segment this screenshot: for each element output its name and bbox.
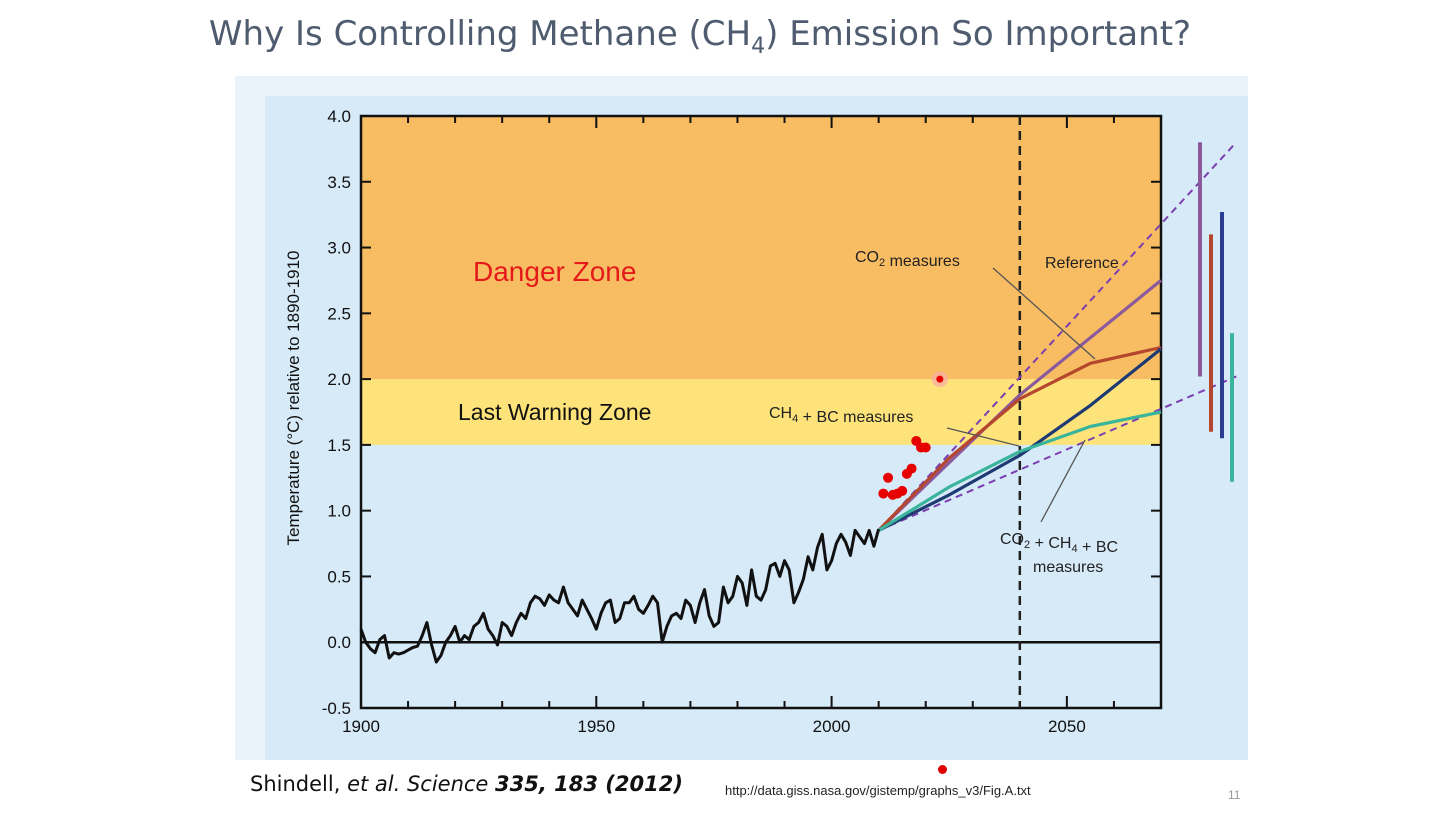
red-dot-marker [938, 765, 947, 774]
x-tick-label: 1900 [342, 717, 380, 736]
citation-journal: et al. Science [340, 772, 496, 796]
title-subscript: 4 [751, 33, 766, 59]
observed-point [883, 472, 894, 483]
danger-zone-label: Danger Zone [473, 256, 636, 287]
slide-number: 11 [1228, 788, 1241, 802]
citation: Shindell, et al. Science 335, 183 (2012) [250, 772, 683, 796]
title-part-2: ) Emission So Important? [765, 14, 1192, 54]
citation-reference: 335, 183 (2012) [495, 772, 683, 796]
annotation-reference: Reference [1045, 255, 1119, 272]
observed-point [897, 485, 908, 496]
cone-lower-dashed [878, 375, 1237, 532]
y-tick-label: 0.0 [327, 633, 351, 652]
y-tick-label: 4.0 [327, 107, 351, 126]
y-axis-label: Temperature (°C) relative to 1890-1910 [284, 250, 303, 545]
leader-ch4-bc [946, 427, 1020, 447]
y-tick-label: 0.5 [327, 567, 351, 586]
warning-zone-label: Last Warning Zone [458, 399, 651, 425]
slide-title: Why Is Controlling Methane (CH4) Emissio… [0, 14, 1400, 59]
title-part-1: Why Is Controlling Methane (CH [208, 14, 752, 54]
y-tick-label: -0.5 [322, 699, 351, 718]
observed-point [936, 375, 944, 383]
zone-danger [361, 116, 1161, 380]
temperature-chart: Danger Zone Last Warning Zone -0.5 0.0 0.5 1.… [265, 96, 1248, 760]
observed-point [906, 463, 917, 474]
y-tick-label: 1.5 [327, 436, 351, 455]
citation-authors: Shindell, [250, 772, 341, 796]
annotation-combined-line1: CO2 + CH4 + BC [1000, 531, 1118, 556]
observed-temperature-line [359, 528, 881, 664]
x-tick-label: 2050 [1048, 717, 1086, 736]
y-tick-label: 1.0 [327, 502, 351, 521]
annotation-co2-measures: CO2 measures [855, 249, 960, 270]
series-combined-measures [877, 410, 1162, 532]
y-tick-label: 3.5 [327, 173, 351, 192]
observed-point [920, 442, 931, 453]
y-tick-label: 2.0 [327, 370, 351, 389]
x-tick-label: 2000 [813, 717, 851, 736]
annotation-ch4-bc-measures: CH4 + BC measures [769, 405, 913, 426]
series-ch4-bc-measures [877, 347, 1162, 532]
y-tick-label: 2.5 [327, 304, 351, 323]
y-tick-label: 3.0 [327, 239, 351, 258]
source-url[interactable]: http://data.giss.nasa.gov/gistemp/graphs… [725, 783, 1031, 798]
x-tick-label: 1950 [577, 717, 615, 736]
chart-panel: Danger Zone Last Warning Zone -0.5 0.0 0.5 1.… [235, 76, 1248, 760]
series-reference [877, 279, 1163, 532]
leader-combined [1040, 439, 1086, 523]
leader-co2 [992, 267, 1096, 360]
cone-upper-dashed [877, 141, 1238, 532]
series-co2-measures [877, 345, 1162, 532]
annotation-combined-line2: measures [1033, 559, 1103, 576]
observed-point [878, 488, 889, 499]
